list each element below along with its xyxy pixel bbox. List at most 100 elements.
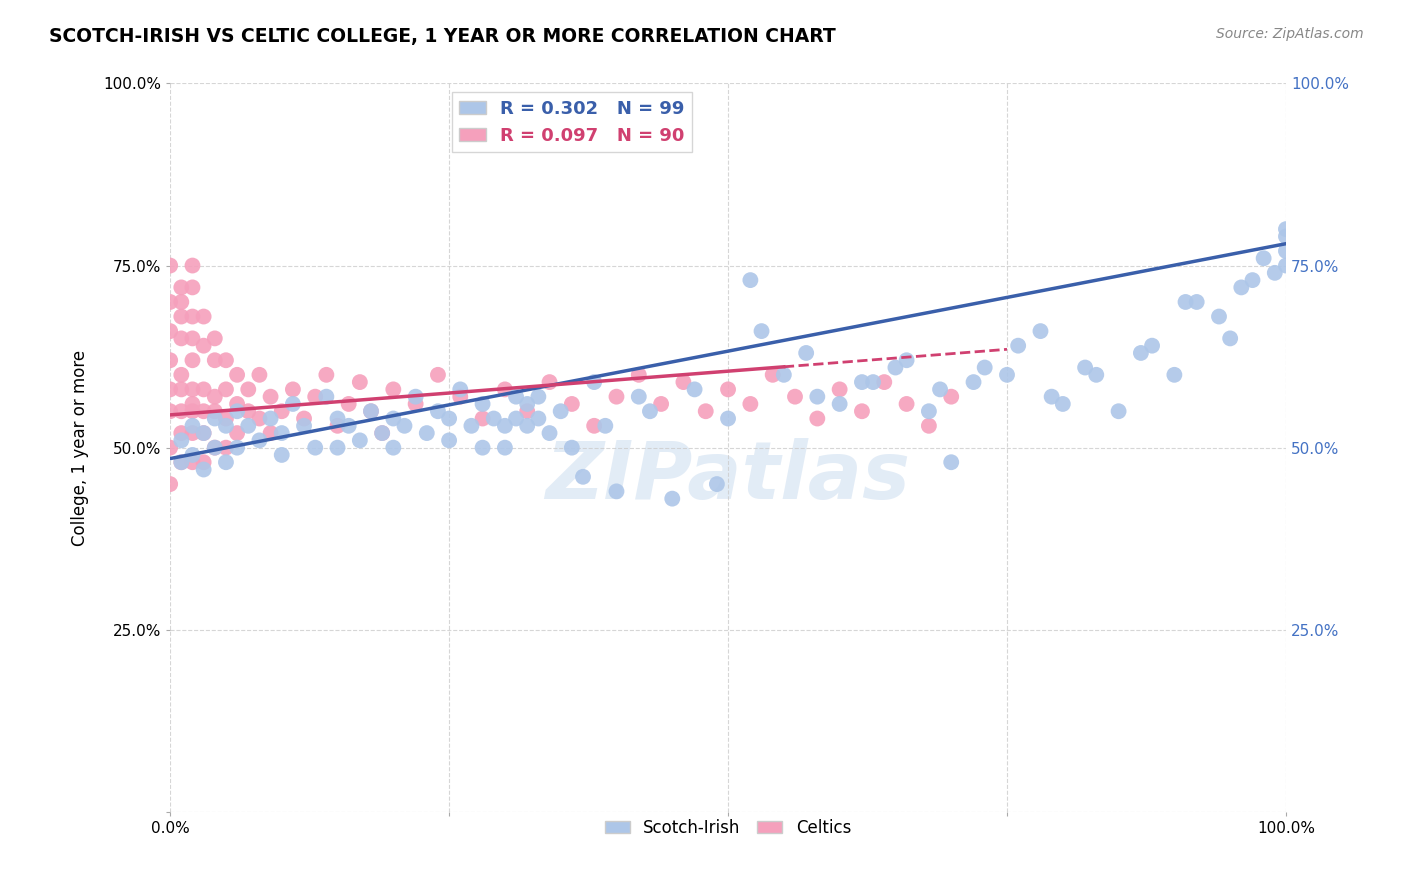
Point (884, 360, 907, 375)
Point (1208, 310, 1230, 324)
Point (561, 397, 583, 411)
Point (159, 295, 181, 310)
Point (337, 397, 360, 411)
Point (416, 426, 439, 441)
Point (181, 426, 204, 441)
Point (326, 441, 349, 455)
Point (159, 404, 181, 418)
Point (896, 397, 918, 411)
Point (215, 411, 238, 425)
Point (918, 418, 941, 433)
Point (516, 404, 538, 418)
Point (181, 404, 204, 418)
Point (349, 434, 371, 448)
Point (215, 455, 238, 469)
Point (650, 397, 672, 411)
Point (259, 426, 281, 441)
Point (583, 418, 606, 433)
Point (896, 353, 918, 368)
Point (516, 397, 538, 411)
Point (281, 397, 304, 411)
Point (437, 434, 460, 448)
Point (494, 418, 516, 433)
Point (170, 383, 193, 397)
Point (170, 280, 193, 294)
Point (828, 397, 851, 411)
Point (783, 390, 806, 404)
Point (349, 375, 371, 389)
Point (394, 418, 416, 433)
Point (326, 418, 349, 433)
Point (1275, 222, 1298, 236)
Point (583, 375, 606, 389)
Point (170, 368, 193, 382)
Point (170, 455, 193, 469)
Point (717, 411, 740, 425)
Point (304, 390, 326, 404)
Point (426, 404, 449, 418)
Point (471, 397, 494, 411)
Point (851, 375, 873, 389)
Point (605, 390, 627, 404)
Point (1129, 346, 1152, 360)
Point (717, 383, 740, 397)
Point (460, 418, 482, 433)
Point (159, 324, 181, 338)
Point (215, 441, 238, 455)
Point (181, 383, 204, 397)
Point (159, 441, 181, 455)
Point (405, 397, 427, 411)
Point (181, 280, 204, 294)
Point (1108, 404, 1130, 418)
Point (1219, 331, 1241, 345)
Point (226, 397, 249, 411)
Point (226, 404, 249, 418)
Point (527, 390, 550, 404)
Point (159, 477, 181, 491)
Point (405, 390, 427, 404)
Point (862, 375, 884, 389)
Point (1007, 339, 1029, 353)
Point (561, 441, 583, 455)
Point (773, 368, 796, 382)
Point (281, 383, 304, 397)
Point (193, 339, 215, 353)
Point (226, 441, 249, 455)
Point (292, 418, 315, 433)
Point (238, 383, 260, 397)
Point (661, 491, 683, 506)
Point (181, 397, 204, 411)
Point (170, 426, 193, 441)
Point (181, 310, 204, 324)
Point (929, 383, 952, 397)
Point (270, 426, 292, 441)
Point (1163, 368, 1185, 382)
Point (449, 390, 471, 404)
Text: ZIPatlas: ZIPatlas (546, 438, 911, 516)
Point (918, 404, 941, 418)
Point (204, 404, 226, 418)
Point (1185, 295, 1208, 310)
Point (270, 448, 292, 462)
Point (238, 418, 260, 433)
Point (159, 353, 181, 368)
Point (215, 353, 238, 368)
Point (505, 411, 527, 425)
Point (627, 390, 650, 404)
Point (304, 441, 326, 455)
Point (259, 411, 281, 425)
Point (941, 390, 963, 404)
Point (226, 368, 249, 382)
Point (751, 324, 773, 338)
Point (170, 404, 193, 418)
Point (505, 390, 527, 404)
Point (204, 441, 226, 455)
Point (170, 434, 193, 448)
Point (762, 368, 785, 382)
Point (181, 455, 204, 469)
Point (672, 375, 695, 389)
Point (270, 404, 292, 418)
Point (449, 383, 471, 397)
Point (806, 411, 828, 425)
Point (1052, 397, 1074, 411)
